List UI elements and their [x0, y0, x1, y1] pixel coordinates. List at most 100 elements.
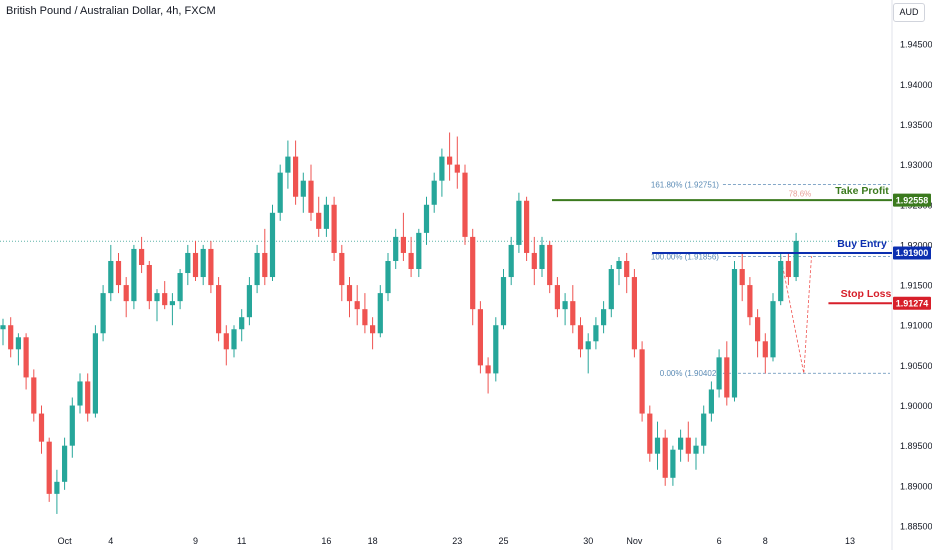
- candle: [216, 277, 222, 342]
- y-tick-label: 1.94000: [900, 80, 932, 90]
- candle-body: [192, 252, 199, 278]
- fib-level-label: 161.80% (1.92751): [651, 181, 719, 190]
- candle: [316, 196, 322, 237]
- x-tick-label: 30: [583, 536, 593, 546]
- candle-body: [377, 293, 383, 334]
- candle-body: [701, 413, 707, 446]
- candle: [0, 318, 6, 346]
- candle-body: [15, 337, 21, 350]
- candles-layer: [0, 132, 799, 514]
- candle: [185, 244, 191, 286]
- x-tick-label: 8: [763, 536, 768, 546]
- candle: [77, 373, 83, 414]
- candle: [108, 244, 114, 302]
- time-axis: Oct 4 9 11 16 18 23 25 30 Nov 6 8 13: [58, 536, 855, 546]
- x-tick-label: Nov: [626, 536, 643, 546]
- candle: [8, 317, 14, 358]
- candle-body: [493, 325, 499, 374]
- candle: [585, 333, 591, 374]
- fib-level-label: 0.00% (1.90402): [660, 369, 719, 378]
- y-tick-label: 1.88500: [900, 521, 932, 531]
- candle: [300, 172, 306, 213]
- candle: [731, 260, 738, 402]
- candle: [608, 265, 614, 318]
- candle-body: [115, 260, 122, 286]
- candle: [400, 212, 406, 261]
- candle-body: [500, 277, 507, 326]
- candle: [69, 397, 75, 458]
- y-tick-label: 1.92000: [900, 240, 932, 250]
- candle: [208, 240, 214, 294]
- candle-body: [54, 481, 60, 494]
- candle-body: [31, 377, 37, 414]
- candle: [239, 309, 245, 342]
- candle: [231, 325, 237, 358]
- x-tick-label: 4: [108, 536, 113, 546]
- x-tick-label: 23: [452, 536, 462, 546]
- candle: [639, 341, 645, 422]
- candle-body: [23, 337, 29, 378]
- candle: [593, 317, 599, 350]
- candle: [23, 333, 29, 390]
- candle-body: [216, 285, 222, 334]
- candle-body: [208, 248, 214, 286]
- candle: [470, 228, 476, 326]
- fib-level-label: 100.00% (1.91856): [651, 252, 719, 261]
- candle: [701, 405, 707, 454]
- y-tick-label: 1.89500: [900, 441, 932, 451]
- candle-body: [577, 325, 584, 350]
- candle: [15, 333, 21, 366]
- candle: [154, 289, 160, 322]
- candle-body: [485, 365, 491, 374]
- candle-body: [439, 156, 445, 181]
- candle: [54, 469, 60, 514]
- candle: [123, 277, 129, 318]
- x-tick-label: 13: [845, 536, 855, 546]
- candle-body: [601, 309, 607, 326]
- candle: [724, 341, 730, 406]
- candle-body: [647, 413, 653, 454]
- candle-body: [708, 389, 714, 414]
- buy-entry-label: Buy Entry: [837, 238, 887, 250]
- x-tick-label: Oct: [58, 536, 73, 546]
- candle-body: [685, 437, 691, 454]
- candle-body: [354, 301, 360, 310]
- candle-body: [431, 180, 437, 205]
- x-tick-label: 6: [717, 536, 722, 546]
- candle: [408, 236, 414, 278]
- buy-entry-price-tag: [893, 246, 931, 260]
- candle: [85, 373, 91, 422]
- candle-body: [146, 265, 152, 302]
- candle-body: [585, 341, 591, 350]
- candle-body: [693, 445, 699, 454]
- candle: [524, 196, 530, 261]
- candle: [708, 381, 714, 422]
- candle: [462, 164, 468, 245]
- candle: [416, 228, 422, 278]
- candle: [539, 236, 545, 278]
- candle: [331, 196, 337, 261]
- candle-body: [385, 260, 391, 294]
- candle-body: [362, 309, 368, 326]
- currency-button[interactable]: AUD: [893, 3, 925, 22]
- candle: [31, 369, 37, 422]
- candle-body: [593, 325, 599, 342]
- candle: [346, 277, 353, 318]
- candle-body: [77, 381, 83, 406]
- candle: [439, 148, 445, 197]
- candle: [493, 317, 499, 382]
- candle-body: [131, 248, 137, 302]
- candle-body: [616, 260, 622, 270]
- stop-loss-price-text: 1.91274: [896, 298, 929, 308]
- candle-body: [85, 381, 91, 414]
- candle-body: [46, 441, 52, 494]
- candle-body: [331, 204, 337, 253]
- candle: [654, 421, 661, 470]
- candle: [246, 277, 252, 326]
- candle-body: [169, 301, 175, 306]
- candle: [762, 333, 768, 374]
- candle-body: [285, 156, 291, 173]
- candle: [92, 325, 98, 418]
- y-tick-label: 1.91500: [900, 281, 932, 291]
